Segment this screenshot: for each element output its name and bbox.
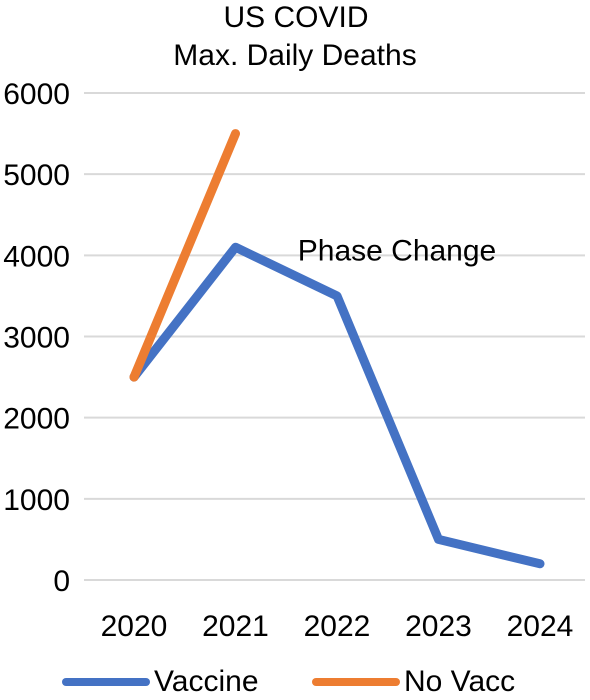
y-tick-label: 5000 xyxy=(3,159,70,192)
annotations: Phase Change xyxy=(298,234,497,267)
gridlines xyxy=(84,92,585,581)
chart-subtitle: Max. Daily Deaths xyxy=(173,39,417,72)
y-tick-label: 1000 xyxy=(3,484,70,517)
y-axis-tick-labels: 0 1000 2000 3000 4000 5000 6000 xyxy=(3,78,70,598)
x-tick-label: 2022 xyxy=(304,610,371,643)
annotation-phase-change: Phase Change xyxy=(298,234,497,267)
y-tick-label: 0 xyxy=(53,565,70,598)
y-tick-label: 3000 xyxy=(3,322,70,355)
y-tick-label: 4000 xyxy=(3,240,70,273)
chart-title: US COVID xyxy=(223,1,369,34)
legend-item-no-vacc: No Vacc xyxy=(312,664,515,700)
series-line-no-vacc xyxy=(129,129,240,382)
legend-label: Vaccine xyxy=(154,665,259,698)
legend-label: No Vacc xyxy=(404,665,516,698)
series-lines xyxy=(129,129,545,569)
legend-swatch xyxy=(62,678,150,686)
y-tick-label: 6000 xyxy=(3,78,70,111)
x-axis-tick-labels: 2020 2021 2022 2023 2024 xyxy=(101,610,574,643)
series-line-vaccine xyxy=(129,242,545,569)
x-tick-label: 2024 xyxy=(507,610,574,643)
y-tick-label: 2000 xyxy=(3,403,70,436)
x-tick-label: 2023 xyxy=(405,610,472,643)
x-tick-label: 2021 xyxy=(202,610,269,643)
legend-item-vaccine: Vaccine xyxy=(62,664,259,700)
legend-swatch xyxy=(312,678,400,686)
x-tick-label: 2020 xyxy=(101,610,168,643)
